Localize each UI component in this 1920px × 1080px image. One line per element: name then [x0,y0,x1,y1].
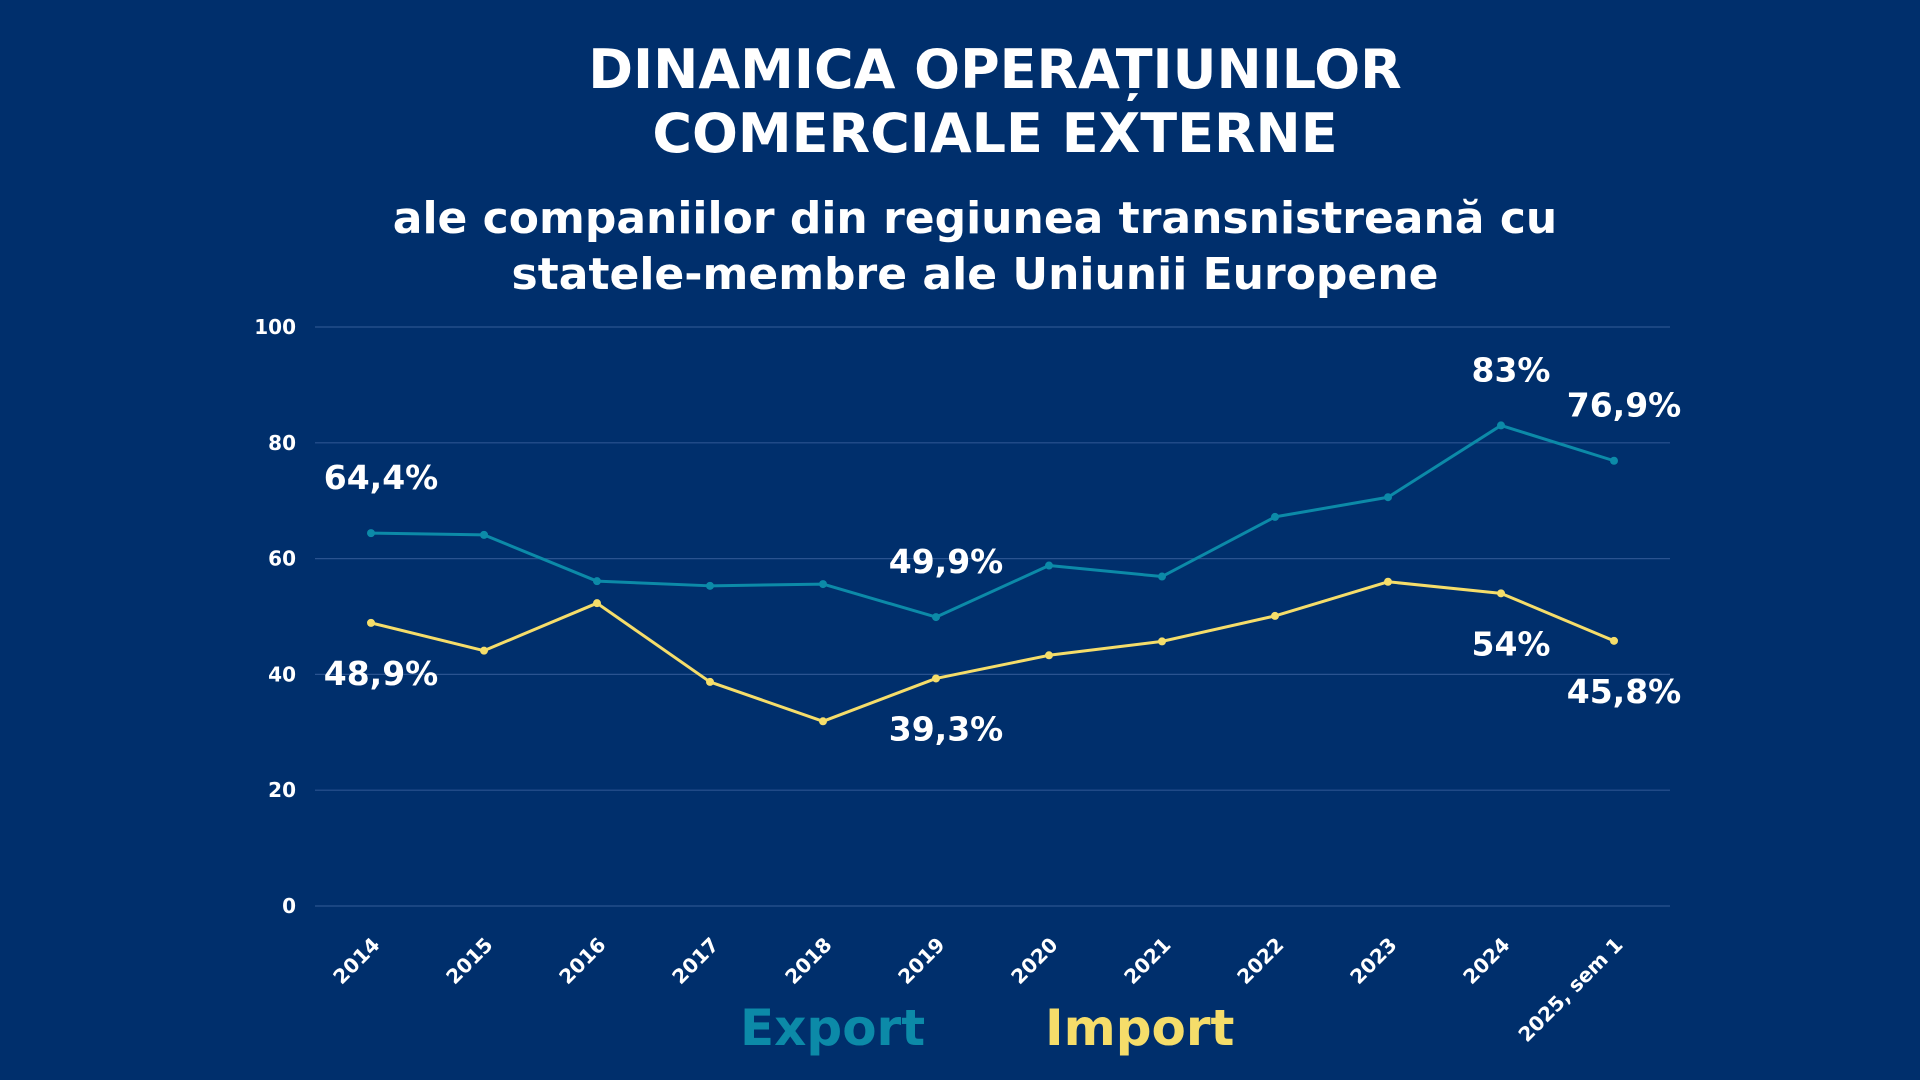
data-point-export [1384,493,1392,502]
x-tick-label: 2022 [1232,933,1288,989]
chart-subtitle-line-2: statele-membre ale Uniunii Europene [511,249,1439,300]
data-point-export [706,581,714,590]
data-point-import [819,717,827,726]
data-label: 49,9% [889,542,1004,581]
series-line-export [370,423,1615,619]
data-label: 45,8% [1567,672,1682,711]
data-point-export [819,580,827,589]
x-tick-label: 2014 [328,933,384,989]
x-tick-label: 2020 [1006,933,1062,989]
data-label: 54% [1472,624,1551,663]
data-point-import [1610,636,1618,645]
data-label: 48,9% [324,654,439,693]
data-point-export [932,613,940,622]
chart-title-line-2: COMERCIALE EXTERNE [652,102,1338,165]
x-tick-label: 2016 [554,933,610,989]
x-tick-label: 2019 [893,933,949,989]
y-tick-label: 40 [268,662,296,686]
data-point-import [932,674,940,683]
data-point-import [1158,637,1166,646]
data-point-export [1271,512,1279,521]
data-point-import [1271,611,1279,620]
y-tick-label: 60 [268,547,296,571]
chart-subtitle-line-1: ale companiilor din regiunea transnistre… [392,193,1558,244]
chart-title-line-1: DINAMICA OPERAȚIUNILOR [588,38,1402,101]
data-point-export [367,529,375,538]
x-tick-label: 2021 [1119,933,1175,989]
data-point-import [1497,589,1505,598]
y-tick-label: 100 [254,315,296,339]
data-point-export [1045,561,1053,570]
data-point-import [593,599,601,608]
series-line-import [370,580,1615,723]
data-label: 76,9% [1567,386,1682,425]
data-point-export [480,530,488,539]
data-point-import [1384,577,1392,586]
data-point-export [1158,572,1166,581]
y-tick-label: 80 [268,431,296,455]
x-tick-label: 2025, sem 1 [1513,933,1627,1047]
data-point-import [480,646,488,655]
legend-export: Export [740,999,926,1057]
data-label: 39,3% [889,709,1004,748]
y-tick-label: 0 [282,894,296,918]
data-label: 64,4% [324,458,439,497]
x-tick-label: 2024 [1458,933,1514,989]
x-tick-label: 2023 [1345,933,1401,989]
y-tick-label: 20 [268,778,296,802]
legend-import: Import [1045,999,1235,1057]
data-point-import [1045,651,1053,660]
data-point-export [1610,456,1618,465]
data-label: 83% [1472,350,1551,389]
data-point-import [706,677,714,686]
x-tick-label: 2015 [441,933,497,989]
data-point-export [593,577,601,586]
data-point-import [367,618,375,627]
x-tick-label: 2018 [780,933,836,989]
data-point-export [1497,421,1505,430]
x-tick-label: 2017 [667,933,723,989]
